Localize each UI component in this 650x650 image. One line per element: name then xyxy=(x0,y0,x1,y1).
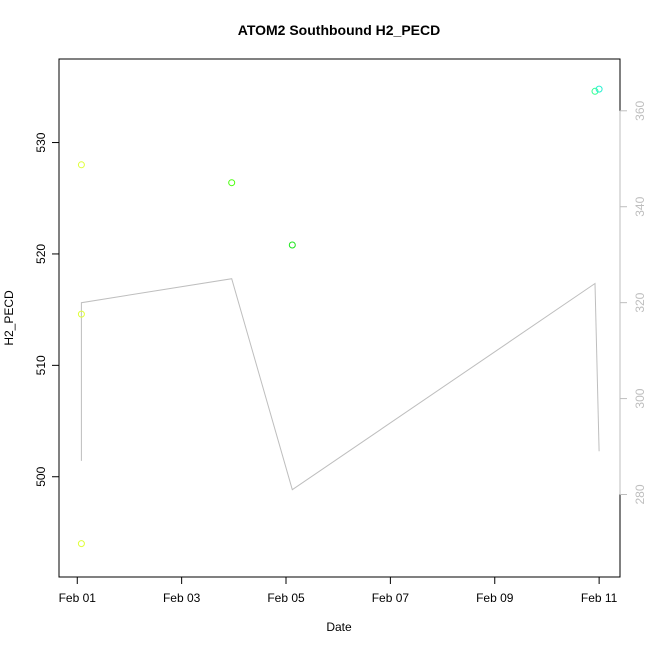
data-point xyxy=(77,310,85,318)
y-right-tick-label: 320 xyxy=(633,292,647,312)
data-point xyxy=(77,161,85,169)
y-tick-label: 510 xyxy=(34,355,48,375)
y-right-tick-label: 360 xyxy=(633,100,647,120)
y-right-tick-label: 300 xyxy=(633,388,647,408)
y-axis-left: 500 510 520 530 xyxy=(34,132,60,487)
y-axis-label: H2_PECD xyxy=(2,290,16,346)
y-right-tick-label: 280 xyxy=(633,484,647,504)
plot-frame xyxy=(58,58,621,578)
data-point xyxy=(288,241,296,249)
y-tick-label: 500 xyxy=(34,466,48,486)
y-axis-right: 280 300 320 340 360 xyxy=(619,100,647,505)
x-tick-label: Feb 11 xyxy=(581,591,618,605)
data-point xyxy=(77,540,85,548)
points-layer xyxy=(77,85,603,548)
x-tick-label: Feb 07 xyxy=(372,591,410,605)
secondary-line-layer xyxy=(80,278,600,491)
data-point xyxy=(595,85,603,93)
chart-title: ATOM2 Southbound H2_PECD xyxy=(238,22,440,38)
x-tick-label: Feb 05 xyxy=(267,591,305,605)
x-tick-label: Feb 03 xyxy=(163,591,201,605)
y-tick-label: 530 xyxy=(34,132,48,152)
y-right-tick-label: 340 xyxy=(633,196,647,216)
x-tick-label: Feb 09 xyxy=(476,591,514,605)
data-point xyxy=(228,179,236,187)
x-axis-label: Date xyxy=(326,620,352,634)
x-tick-label: Feb 01 xyxy=(59,591,97,605)
y-tick-label: 520 xyxy=(34,244,48,264)
x-axis: Feb 01 Feb 03 Feb 05 Feb 07 Feb 09 Feb 11 xyxy=(59,576,618,605)
data-point xyxy=(591,87,599,95)
secondary-series-line xyxy=(80,278,600,491)
